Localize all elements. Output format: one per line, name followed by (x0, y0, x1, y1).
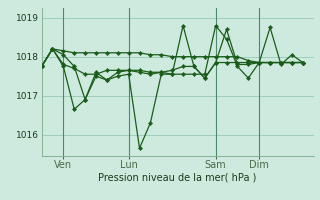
X-axis label: Pression niveau de la mer( hPa ): Pression niveau de la mer( hPa ) (99, 173, 257, 183)
